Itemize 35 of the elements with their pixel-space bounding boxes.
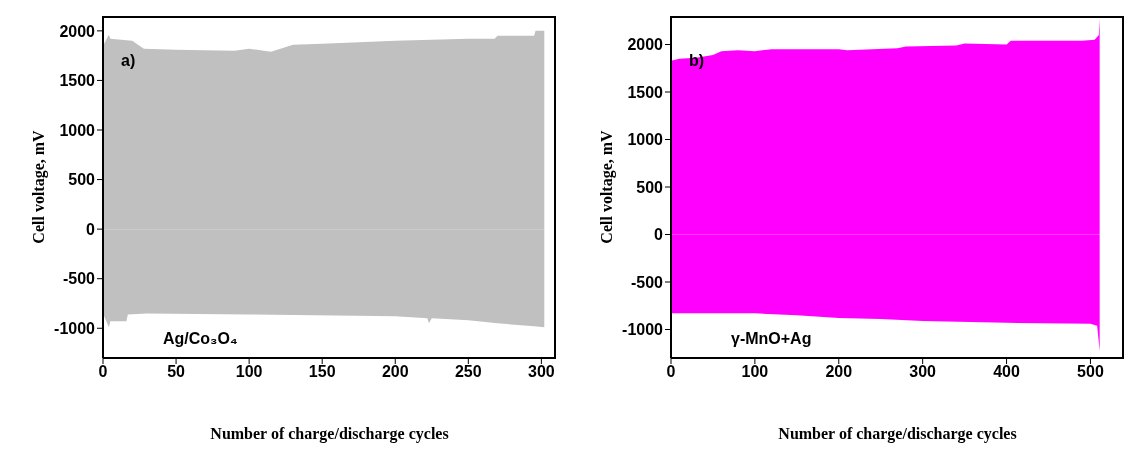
y-tick-label: -1000: [54, 319, 96, 337]
y-axis-title: Cell voltage, mV: [597, 129, 616, 244]
x-tick-label: 200: [381, 363, 409, 381]
annotation: b): [689, 52, 705, 70]
y-tick-label: 0: [86, 220, 96, 238]
y-tick-label: 2000: [59, 22, 96, 40]
y-tick-label: 1500: [59, 72, 96, 90]
annotation: Ag/Co₃O₄: [163, 330, 238, 348]
x-tick-label: 100: [741, 363, 769, 381]
x-tick-label: 300: [909, 363, 937, 381]
x-tick-label: 0: [666, 363, 676, 381]
y-tick-label: 500: [636, 178, 664, 196]
x-tick-label: 150: [308, 363, 336, 381]
x-tick-label: 500: [1077, 363, 1104, 381]
x-tick-label: 0: [98, 363, 108, 381]
y-tick-label: 0: [654, 226, 664, 244]
x-tick-label: 250: [454, 363, 482, 381]
y-tick-label: 2000: [627, 36, 664, 54]
x-tick-label: 400: [993, 363, 1020, 381]
y-tick-label: -500: [62, 270, 96, 288]
x-tick-label: 200: [825, 363, 853, 381]
y-tick-label: 1500: [627, 83, 664, 101]
y-tick-label: 1000: [59, 121, 96, 139]
y-tick-label: 500: [68, 171, 96, 189]
y-tick-label: -500: [630, 273, 664, 291]
y-tick-label: 1000: [627, 131, 664, 149]
y-axis-title: Cell voltage, mV: [29, 129, 48, 244]
x-axis-title: Number of charge/discharge cycles: [210, 425, 449, 444]
x-tick-label: 300: [528, 363, 555, 381]
x-tick-label: 50: [167, 363, 186, 381]
x-axis-title: Number of charge/discharge cycles: [778, 425, 1017, 444]
annotation: a): [121, 52, 136, 70]
y-tick-label: -1000: [622, 321, 664, 339]
annotation: γ-MnO+Ag: [731, 330, 812, 348]
x-tick-label: 100: [235, 363, 263, 381]
